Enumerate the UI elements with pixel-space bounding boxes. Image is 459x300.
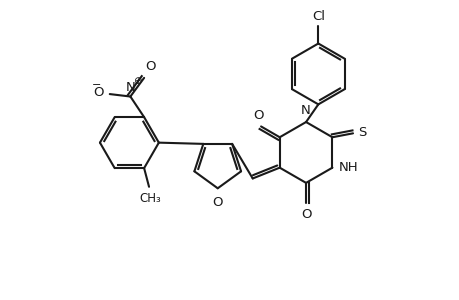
Text: O: O (212, 196, 223, 209)
Text: CH₃: CH₃ (140, 192, 161, 205)
Text: O: O (253, 109, 263, 122)
Text: ⊕: ⊕ (133, 76, 141, 86)
Text: O: O (93, 86, 103, 99)
Text: O: O (300, 208, 311, 221)
Text: N: N (125, 81, 135, 94)
Text: S: S (357, 126, 365, 139)
Text: −: − (92, 80, 101, 90)
Text: N: N (301, 104, 310, 117)
Text: Cl: Cl (311, 10, 324, 23)
Text: NH: NH (338, 161, 358, 174)
Text: O: O (146, 60, 156, 73)
